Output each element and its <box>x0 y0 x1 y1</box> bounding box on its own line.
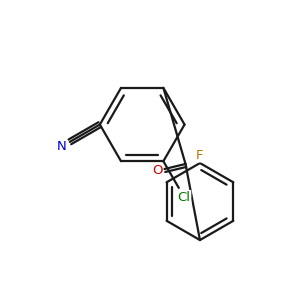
Text: Cl: Cl <box>178 191 191 204</box>
Text: N: N <box>57 140 67 153</box>
Text: F: F <box>196 149 204 162</box>
Text: O: O <box>152 164 162 177</box>
